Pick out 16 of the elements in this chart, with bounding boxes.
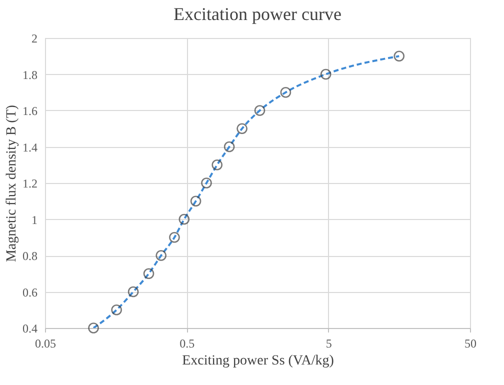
y-tick-label: 0.4 — [22, 322, 38, 336]
y-tick-label: 1.2 — [22, 176, 38, 190]
y-tick-label: 0.6 — [22, 285, 38, 300]
y-axis-title: Magnetic flux density B (T) — [4, 104, 20, 262]
y-tick-label: 2 — [32, 32, 38, 46]
chart-title: Excitation power curve — [174, 4, 342, 24]
x-tick-label: 50 — [464, 336, 476, 350]
x-tick-label: 5 — [326, 336, 332, 350]
y-tick-label: 1.4 — [22, 140, 38, 154]
x-tick-label: 0.05 — [35, 336, 56, 350]
y-tick-label: 1 — [32, 212, 38, 227]
x-tick-label: 0.5 — [180, 336, 195, 350]
x-axis-title: Exciting power Ss (VA/kg) — [182, 354, 334, 368]
y-tick-label: 1.6 — [22, 104, 38, 118]
y-tick-label: 1.8 — [22, 68, 38, 82]
y-tick-label: 0.8 — [22, 249, 38, 263]
